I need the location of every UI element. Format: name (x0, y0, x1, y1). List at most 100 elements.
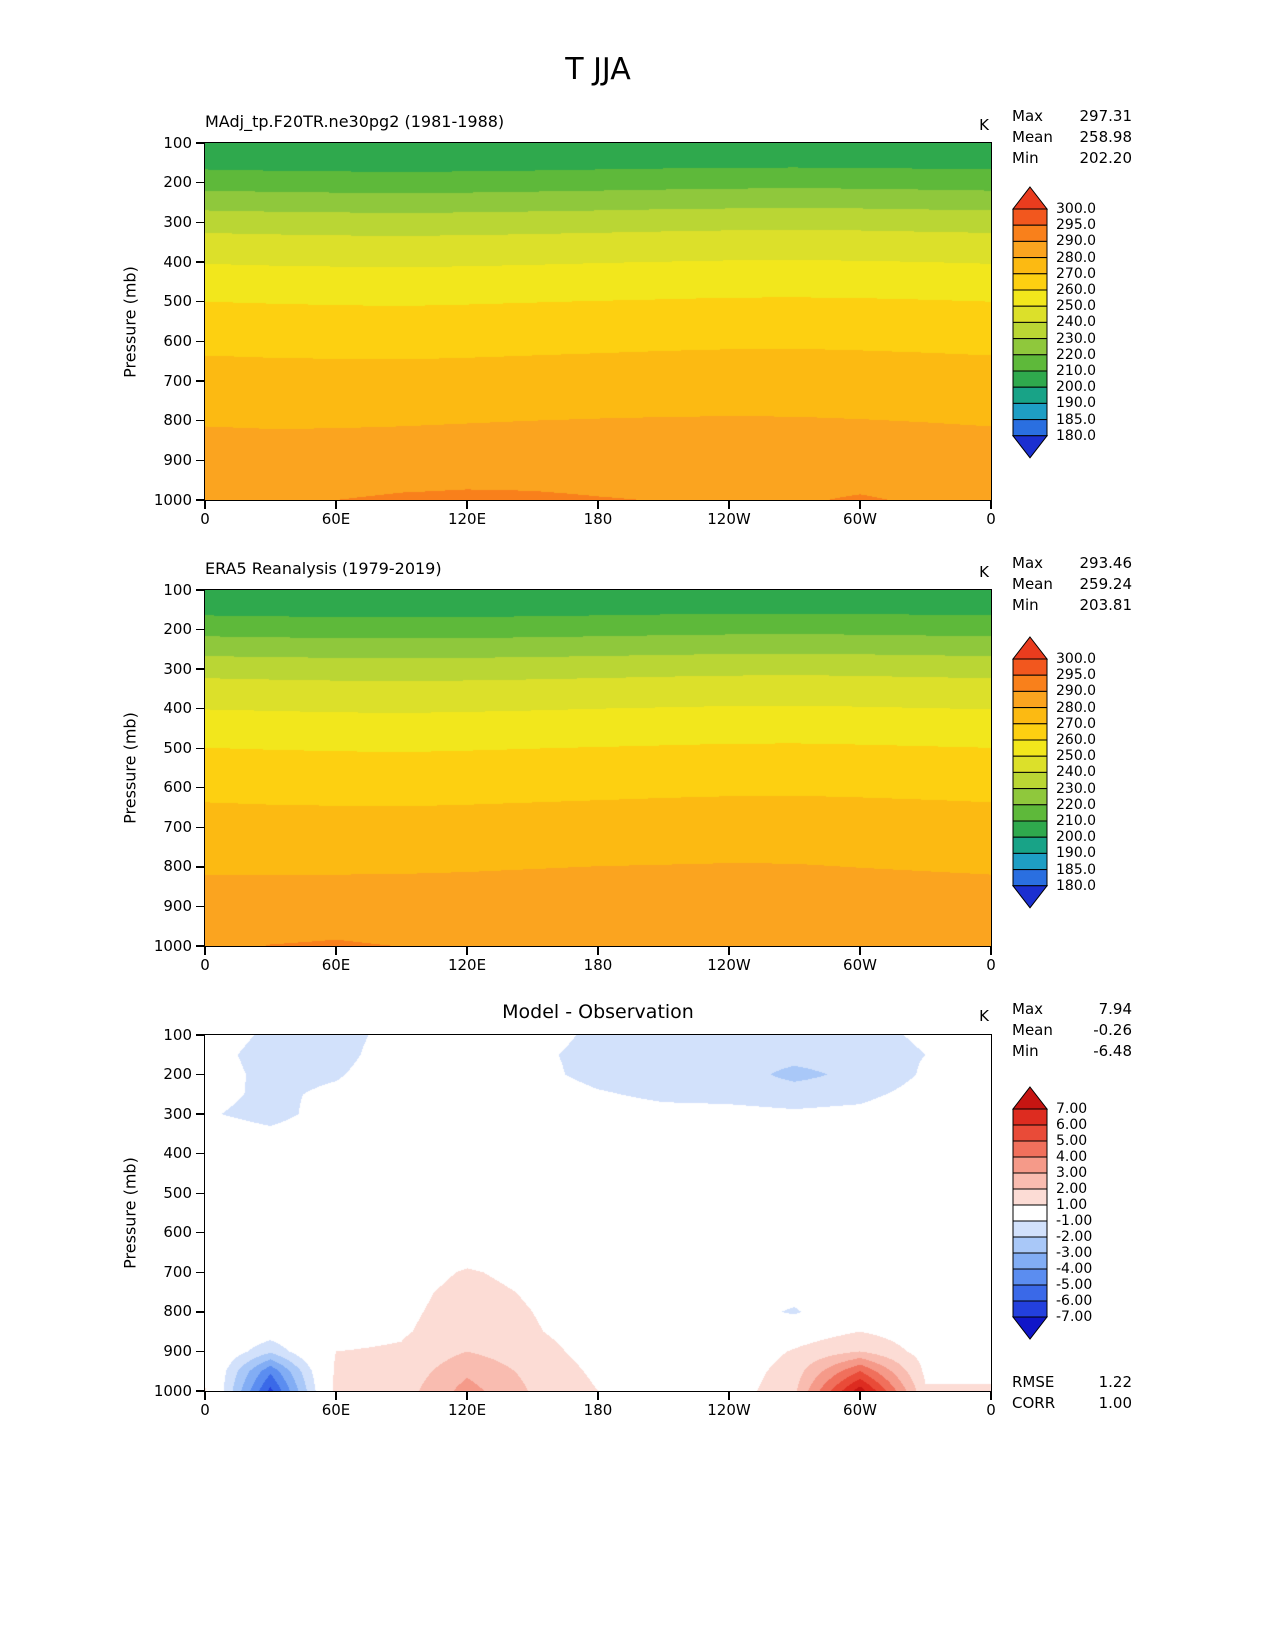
y-tick-mark (196, 142, 204, 144)
y-tick-mark (196, 1350, 204, 1353)
x-tick-mark (859, 1392, 861, 1400)
stat-label: Mean (1012, 575, 1053, 593)
y-tick-mark (196, 1034, 204, 1036)
x-tick-mark (335, 1392, 337, 1400)
y-tick-mark (196, 1271, 204, 1274)
colorbar-tick-label: -6.00 (1056, 1293, 1093, 1309)
y-tick-mark (196, 787, 204, 789)
stat-label: Min (1012, 1042, 1039, 1060)
y-tick-mark (196, 826, 204, 829)
stat-max: Max 293.46 (1012, 553, 1132, 574)
y-tick-label: 100 (163, 133, 192, 152)
x-tick-label: 120W (707, 1401, 751, 1419)
x-tick-mark (990, 947, 992, 955)
stat-value: 259.24 (1079, 575, 1133, 593)
stat-label: Max (1012, 107, 1044, 125)
colorbar-tick-label: 295.0 (1056, 667, 1097, 684)
x-tick-label: 0 (986, 510, 996, 528)
y-tick-mark (196, 340, 204, 343)
y-tick-label: 700 (163, 1262, 192, 1281)
y-tick-mark (196, 499, 204, 501)
y-tick-label: 500 (163, 1183, 192, 1202)
y-tick-mark (196, 905, 204, 908)
colorbar (1012, 186, 1048, 459)
stat-value: 297.31 (1079, 107, 1133, 125)
stat-mean: Mean 258.98 (1012, 127, 1132, 148)
colorbar-tick-label: -2.00 (1056, 1229, 1093, 1245)
x-tick-mark (859, 947, 861, 955)
y-tick-label: 600 (163, 331, 192, 350)
y-tick-label: 300 (163, 1104, 192, 1123)
stats-block: Max 297.31 Mean 258.98 Min 202.20 (1012, 106, 1132, 169)
stats-block: Max 7.94 Mean -0.26 Min -6.48 (1012, 999, 1132, 1062)
y-tick-mark (196, 300, 204, 303)
unit-label: K (979, 563, 989, 581)
colorbar-tick-label: 240.0 (1056, 314, 1097, 331)
y-tick-label: 100 (163, 580, 192, 599)
stat-max: Max 297.31 (1012, 106, 1132, 127)
y-tick-label: 200 (163, 620, 192, 639)
stat-value: 258.98 (1079, 128, 1133, 146)
colorbar-tick-label: 280.0 (1056, 249, 1097, 266)
x-tick-label: 120E (447, 510, 487, 528)
y-tick-label: 300 (163, 212, 192, 231)
colorbar-tick-label: -4.00 (1056, 1261, 1093, 1277)
x-tick-label: 60W (843, 956, 877, 974)
x-tick-label: 120W (707, 510, 751, 528)
x-tick-mark (204, 947, 206, 955)
y-tick-mark (196, 866, 204, 868)
y-tick-label: 1000 (153, 1381, 192, 1400)
colorbar-tick-label: 270.0 (1056, 265, 1097, 282)
stat-value: 7.94 (1098, 1000, 1132, 1018)
x-tick-mark (728, 501, 730, 509)
stat-label: CORR (1012, 1394, 1056, 1412)
y-tick-mark (196, 261, 204, 263)
colorbar-tick-label: 290.0 (1056, 233, 1097, 250)
y-tick-mark (196, 589, 204, 591)
stat-mean: Mean 259.24 (1012, 574, 1132, 595)
y-axis-label: Pressure (mb) (120, 265, 140, 378)
colorbar-tick-label: 5.00 (1056, 1133, 1088, 1149)
y-tick-mark (196, 1390, 204, 1392)
colorbar (1012, 1086, 1048, 1340)
colorbar-tick-label: 270.0 (1056, 715, 1097, 732)
panel-title: MAdj_tp.F20TR.ne30pg2 (1981-1988) (205, 112, 505, 131)
stat-value: -6.48 (1093, 1042, 1132, 1060)
x-tick-label: 60E (321, 956, 351, 974)
stat-mean: Mean -0.26 (1012, 1020, 1132, 1041)
colorbar-tick-label: 210.0 (1056, 363, 1097, 379)
stat-value: 202.20 (1079, 149, 1133, 167)
contour-plot (205, 1035, 991, 1391)
y-tick-label: 500 (163, 292, 192, 311)
y-tick-mark (196, 459, 204, 462)
colorbar-tick-label: 210.0 (1056, 813, 1097, 829)
colorbar-tick-label: 4.00 (1056, 1149, 1088, 1165)
y-tick-mark (196, 1113, 204, 1115)
stat-value: 1.00 (1098, 1394, 1132, 1412)
y-tick-mark (196, 1192, 204, 1194)
x-tick-mark (335, 947, 337, 955)
y-tick-mark (196, 945, 204, 947)
stat-value: 293.46 (1079, 554, 1133, 572)
colorbar-tick-label: 250.0 (1056, 298, 1097, 315)
contour-plot (205, 590, 991, 946)
x-tick-label: 0 (986, 956, 996, 974)
stat-label: Mean (1012, 1021, 1053, 1039)
x-tick-mark (597, 1392, 599, 1400)
figure-title: T JJA (565, 52, 631, 87)
stat-value: 1.22 (1098, 1373, 1132, 1391)
y-tick-label: 900 (163, 1341, 192, 1360)
y-tick-label: 600 (163, 778, 192, 797)
colorbar-tick-label: 220.0 (1056, 796, 1097, 813)
y-tick-label: 600 (163, 1223, 192, 1242)
x-tick-label: 60E (321, 510, 351, 528)
stat-label: Max (1012, 1000, 1044, 1018)
stat-label: Max (1012, 554, 1044, 572)
x-tick-label: 60W (843, 1401, 877, 1419)
colorbar-tick-label: 260.0 (1056, 282, 1097, 298)
stat-min: Min 202.20 (1012, 148, 1132, 169)
y-axis-label: Pressure (mb) (120, 1157, 140, 1269)
stat-label: Min (1012, 596, 1039, 614)
x-tick-label: 180 (583, 956, 613, 974)
